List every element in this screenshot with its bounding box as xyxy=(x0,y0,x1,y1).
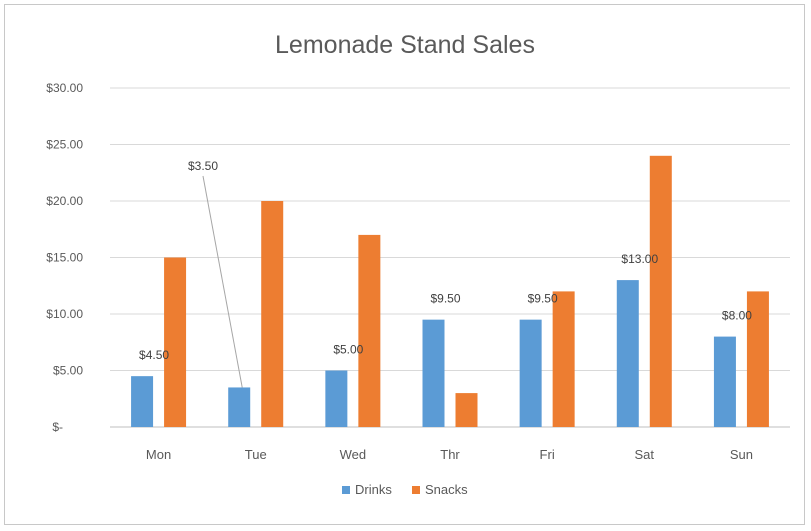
bar-drinks xyxy=(713,336,736,427)
data-label: $9.50 xyxy=(430,292,460,306)
bar-drinks xyxy=(616,280,639,427)
bar-snacks xyxy=(261,201,284,427)
data-label: $4.50 xyxy=(139,348,169,362)
leader-line xyxy=(202,175,243,388)
legend-swatch-snacks xyxy=(412,486,420,494)
y-tick-label: $10.00 xyxy=(46,307,83,321)
bars xyxy=(131,155,769,428)
bar-snacks xyxy=(164,257,187,427)
x-tick-label: Thr xyxy=(440,447,460,462)
gridlines xyxy=(110,87,790,428)
legend-label-snacks: Snacks xyxy=(425,482,468,497)
bar-snacks xyxy=(746,291,769,427)
data-label: $13.00 xyxy=(621,252,658,266)
bar-drinks xyxy=(519,319,542,427)
bar-snacks xyxy=(649,155,672,428)
bar-drinks xyxy=(131,376,154,427)
x-tick-label: Mon xyxy=(146,447,171,462)
legend: Drinks Snacks xyxy=(342,482,468,497)
data-labels: $4.50 $3.50 $5.00 $9.50 $9.50 $13.00 $8.00 xyxy=(139,159,752,388)
y-tick-label: $- xyxy=(52,420,63,434)
bar-drinks xyxy=(422,319,445,427)
chart-title: Lemonade Stand Sales xyxy=(275,31,535,59)
data-label: $3.50 xyxy=(188,159,218,173)
y-tick-label: $20.00 xyxy=(46,194,83,208)
x-tick-label: Fri xyxy=(540,447,555,462)
y-axis-tick-labels: $- $5.00 $10.00 $15.00 $20.00 $25.00 $30.00 xyxy=(46,81,83,434)
x-axis-tick-labels: Mon Tue Wed Thr Fri Sat Sun xyxy=(146,447,753,462)
bar-drinks xyxy=(228,387,251,427)
x-tick-label: Wed xyxy=(340,447,367,462)
legend-swatch-drinks xyxy=(342,486,350,494)
data-label: $9.50 xyxy=(528,292,558,306)
y-tick-label: $25.00 xyxy=(46,138,83,152)
bar-snacks xyxy=(455,393,478,427)
x-tick-label: Sun xyxy=(730,447,753,462)
bar-drinks xyxy=(325,370,348,427)
data-label: $5.00 xyxy=(333,343,363,357)
x-tick-label: Tue xyxy=(245,447,267,462)
y-tick-label: $30.00 xyxy=(46,81,83,95)
y-tick-label: $15.00 xyxy=(46,251,83,265)
data-label: $8.00 xyxy=(722,309,752,323)
x-tick-label: Sat xyxy=(635,447,655,462)
bar-snacks xyxy=(552,291,575,427)
bar-snacks xyxy=(358,234,381,427)
y-tick-label: $5.00 xyxy=(53,364,83,378)
legend-label-drinks: Drinks xyxy=(355,482,392,497)
